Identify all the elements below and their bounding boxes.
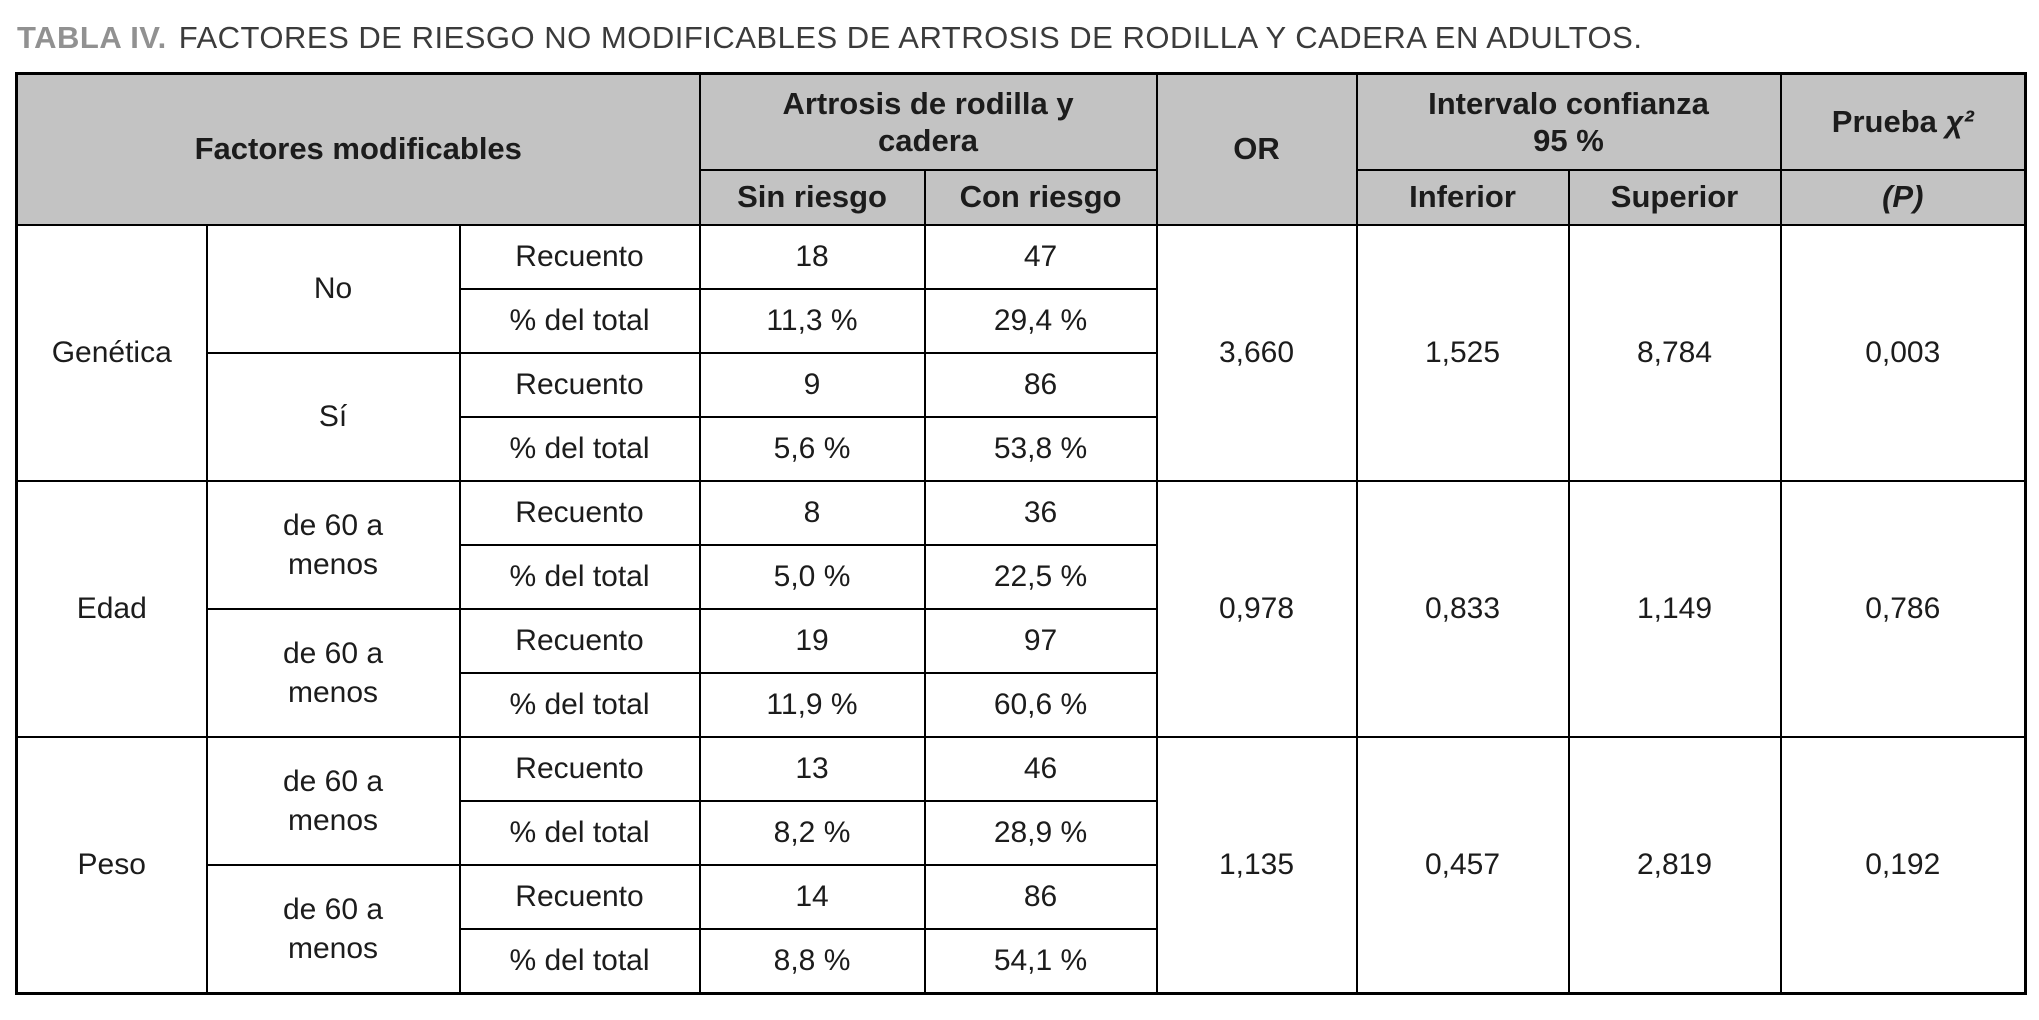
table-row: de 60 a menos Recuento 14 86 <box>17 863 2026 995</box>
measure-label: % del total <box>458 415 701 482</box>
subgroup-cell: Sí <box>205 351 461 482</box>
subgroup-cell: de 60 a menos <box>205 863 461 995</box>
factor-cell: Genética <box>15 223 208 482</box>
header-factores: Factores modificables <box>15 72 701 226</box>
measure-label: % del total <box>458 927 701 995</box>
factor-cell: Peso <box>15 735 208 995</box>
header-con-riesgo: Con riesgo <box>923 169 1158 226</box>
value-cell: 28,9 % <box>923 799 1158 866</box>
value-cell: 5,6 % <box>698 415 926 482</box>
measure-label: Recuento <box>458 351 701 418</box>
factor-cell: Edad <box>15 479 208 738</box>
ci-superior-cell: 1,149 <box>1567 479 1782 738</box>
value-cell: 22,5 % <box>923 543 1158 610</box>
subgroup-cell: de 60 a menos <box>205 607 461 738</box>
measure-label: Recuento <box>458 735 701 802</box>
value-cell: 36 <box>923 479 1158 546</box>
header-artrosis: Artrosis de rodilla y cadera <box>698 72 1158 171</box>
table-caption-text: FACTORES DE RIESGO NO MODIFICABLES DE AR… <box>178 20 1643 55</box>
value-cell: 11,9 % <box>698 671 926 738</box>
table-row: % del total 8,8 % 54,1 % <box>17 927 2026 995</box>
table-row: Edad de 60 a menos Recuento 8 36 0,978 0… <box>15 479 2027 738</box>
p-value-cell: 0,192 <box>1779 735 2027 995</box>
value-cell: 13 <box>698 735 926 802</box>
value-cell: 11,3 % <box>698 287 926 354</box>
header-inferior: Inferior <box>1355 169 1570 226</box>
table-row: Peso de 60 a menos Recuento 13 46 1,135 … <box>15 735 2027 995</box>
table-row: % del total 11,9 % 60,6 % <box>17 671 2026 738</box>
measure-label: Recuento <box>458 223 701 290</box>
value-cell: 54,1 % <box>923 927 1158 995</box>
measure-label: Recuento <box>458 607 701 674</box>
value-cell: 53,8 % <box>923 415 1158 482</box>
measure-label: % del total <box>458 799 701 866</box>
table-row: Sí Recuento 9 86 <box>17 351 2026 482</box>
subgroup-cell: de 60 a menos <box>205 735 461 866</box>
ci-superior-cell: 2,819 <box>1567 735 1782 995</box>
measure-label: % del total <box>458 543 701 610</box>
table-row: % del total 8,2 % 28,9 % <box>17 799 2026 866</box>
value-cell: 29,4 % <box>923 287 1158 354</box>
value-cell: 8,8 % <box>698 927 926 995</box>
or-cell: 0,978 <box>1155 479 1358 738</box>
ci-inferior-cell: 1,525 <box>1355 223 1570 482</box>
risk-factors-table: Factores modificables Artrosis de rodill… <box>15 72 2028 995</box>
table-caption-label: TABLA IV. <box>17 20 167 55</box>
header-sin-riesgo: Sin riesgo <box>698 169 926 226</box>
table-row: de 60 a menos Recuento 19 97 <box>17 607 2026 738</box>
value-cell: 14 <box>698 863 926 930</box>
header-p: (P) <box>1779 169 2027 226</box>
ci-inferior-cell: 0,833 <box>1355 479 1570 738</box>
value-cell: 97 <box>923 607 1158 674</box>
value-cell: 5,0 % <box>698 543 926 610</box>
value-cell: 86 <box>923 863 1158 930</box>
header-intervalo: Intervalo confianza 95 % <box>1355 72 1782 171</box>
measure-label: % del total <box>458 671 701 738</box>
or-cell: 1,135 <box>1155 735 1358 995</box>
value-cell: 18 <box>698 223 926 290</box>
p-value-cell: 0,786 <box>1779 479 2027 738</box>
table-row: % del total 11,3 % 29,4 % <box>17 287 2026 354</box>
value-cell: 47 <box>923 223 1158 290</box>
measure-label: Recuento <box>458 863 701 930</box>
table-caption: TABLA IV. FACTORES DE RIESGO NO MODIFICAB… <box>15 14 2024 72</box>
value-cell: 46 <box>923 735 1158 802</box>
header-superior: Superior <box>1567 169 1782 226</box>
measure-label: % del total <box>458 287 701 354</box>
value-cell: 60,6 % <box>923 671 1158 738</box>
value-cell: 8 <box>698 479 926 546</box>
value-cell: 9 <box>698 351 926 418</box>
value-cell: 86 <box>923 351 1158 418</box>
header-prueba: Prueba χ² <box>1779 72 2027 171</box>
measure-label: Recuento <box>458 479 701 546</box>
or-cell: 3,660 <box>1155 223 1358 482</box>
ci-superior-cell: 8,784 <box>1567 223 1782 482</box>
value-cell: 8,2 % <box>698 799 926 866</box>
subgroup-cell: de 60 a menos <box>205 479 461 610</box>
table-row: % del total 5,6 % 53,8 % <box>17 415 2026 482</box>
table-row: Genética No Recuento 18 47 3,660 1,525 8… <box>15 223 2027 482</box>
p-value-cell: 0,003 <box>1779 223 2027 482</box>
ci-inferior-cell: 0,457 <box>1355 735 1570 995</box>
value-cell: 19 <box>698 607 926 674</box>
header-or: OR <box>1155 72 1358 226</box>
subgroup-cell: No <box>205 223 461 354</box>
table-row: % del total 5,0 % 22,5 % <box>17 543 2026 610</box>
